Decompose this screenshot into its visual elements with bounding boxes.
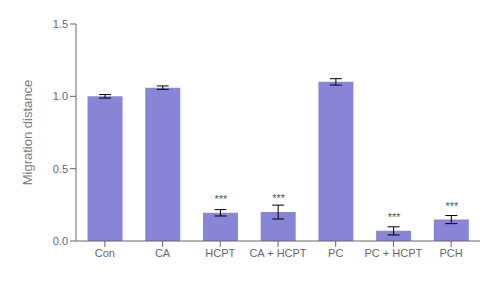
svg-text:Con: Con [95,247,115,259]
svg-text:CA + HCPT: CA + HCPT [249,247,306,259]
svg-text:***: *** [272,192,286,204]
svg-text:PC: PC [328,247,343,259]
svg-text:1.5: 1.5 [53,18,68,30]
svg-text:***: *** [387,211,401,223]
svg-text:HCPT: HCPT [205,247,235,259]
svg-text:1.0: 1.0 [53,90,68,102]
svg-text:PCH: PCH [440,247,463,259]
svg-text:0.0: 0.0 [53,235,68,247]
svg-text:PC + HCPT: PC + HCPT [365,247,423,259]
svg-text:0.5: 0.5 [53,163,68,175]
svg-text:CA: CA [155,247,171,259]
svg-text:Migration distance: Migration distance [20,80,35,186]
svg-text:***: *** [445,200,459,212]
svg-text:***: *** [214,193,228,205]
